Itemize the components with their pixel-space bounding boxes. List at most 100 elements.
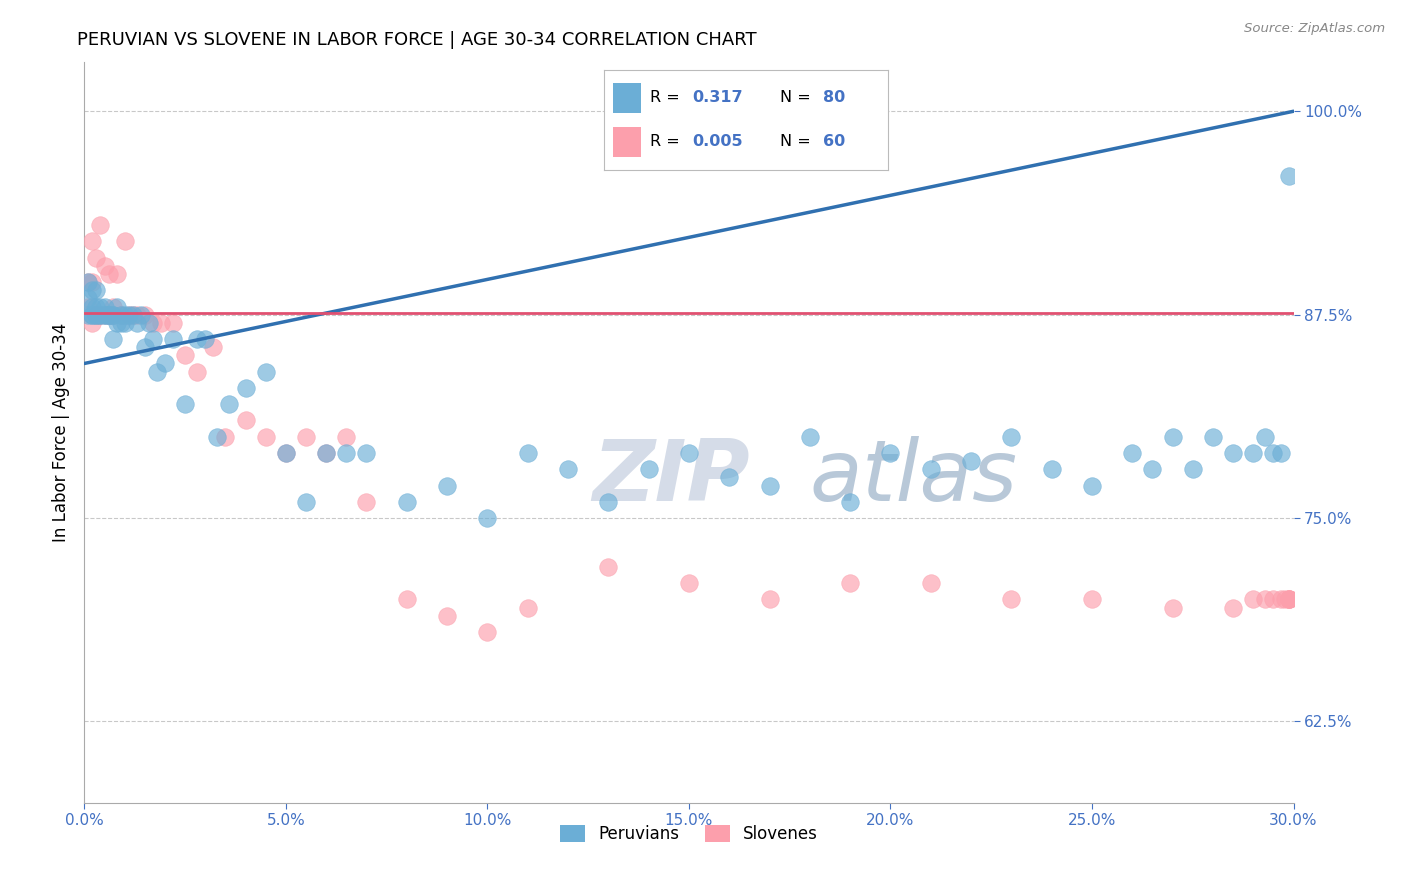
Point	[1254, 592, 1277, 607]
Point	[97, 308, 120, 322]
Point	[121, 308, 143, 322]
Point	[202, 340, 225, 354]
Point	[162, 316, 184, 330]
Point	[235, 381, 257, 395]
Point	[86, 308, 108, 322]
Point	[82, 300, 104, 314]
Text: Source: ZipAtlas.com: Source: ZipAtlas.com	[1244, 22, 1385, 36]
Point	[174, 397, 197, 411]
Point	[86, 308, 108, 322]
Point	[1274, 592, 1296, 607]
Point	[82, 283, 104, 297]
Point	[477, 511, 499, 525]
Point	[174, 348, 197, 362]
Point	[1161, 600, 1184, 615]
Point	[186, 365, 208, 379]
Point	[477, 624, 499, 639]
Point	[118, 308, 141, 322]
Point	[1270, 446, 1292, 460]
Point	[1278, 592, 1301, 607]
Text: ZIP: ZIP	[592, 435, 749, 518]
Point	[335, 430, 357, 444]
Point	[207, 430, 229, 444]
Point	[1222, 600, 1244, 615]
Point	[214, 430, 236, 444]
Point	[105, 300, 128, 314]
Point	[86, 308, 108, 322]
Point	[395, 495, 418, 509]
Point	[134, 308, 156, 322]
Point	[235, 413, 257, 427]
Point	[678, 576, 700, 591]
Point	[1040, 462, 1063, 476]
Point	[110, 308, 132, 322]
Point	[82, 316, 104, 330]
Point	[356, 495, 378, 509]
Point	[1081, 478, 1104, 492]
Point	[142, 316, 165, 330]
Point	[110, 316, 132, 330]
Point	[436, 478, 458, 492]
Point	[295, 430, 318, 444]
Point	[77, 308, 100, 322]
Point	[93, 259, 115, 273]
Point	[125, 316, 148, 330]
Point	[1263, 592, 1285, 607]
Point	[93, 300, 115, 314]
Point	[1278, 592, 1301, 607]
Point	[356, 446, 378, 460]
Point	[114, 316, 136, 330]
Point	[839, 495, 862, 509]
Point	[1278, 169, 1301, 184]
Point	[254, 430, 277, 444]
Point	[758, 478, 780, 492]
Point	[93, 308, 115, 322]
Point	[218, 397, 240, 411]
Point	[274, 446, 297, 460]
Legend: Peruvians, Slovenes: Peruvians, Slovenes	[554, 819, 824, 850]
Point	[879, 446, 901, 460]
Point	[146, 365, 169, 379]
Point	[134, 340, 156, 354]
Point	[335, 446, 357, 460]
Point	[105, 316, 128, 330]
Point	[77, 275, 100, 289]
Point	[121, 308, 143, 322]
Point	[295, 495, 318, 509]
Point	[1270, 592, 1292, 607]
Point	[101, 308, 124, 322]
Point	[1142, 462, 1164, 476]
Point	[315, 446, 337, 460]
Point	[1278, 592, 1301, 607]
Point	[82, 308, 104, 322]
Point	[960, 454, 983, 468]
Point	[274, 446, 297, 460]
Point	[395, 592, 418, 607]
Point	[86, 308, 108, 322]
Point	[758, 592, 780, 607]
Point	[1278, 592, 1301, 607]
Point	[1222, 446, 1244, 460]
Point	[93, 308, 115, 322]
Point	[920, 576, 942, 591]
Point	[82, 235, 104, 249]
Point	[678, 446, 700, 460]
Point	[82, 308, 104, 322]
Point	[82, 275, 104, 289]
Point	[1254, 430, 1277, 444]
Point	[1121, 446, 1143, 460]
Point	[637, 462, 659, 476]
Point	[105, 267, 128, 281]
Text: PERUVIAN VS SLOVENE IN LABOR FORCE | AGE 30-34 CORRELATION CHART: PERUVIAN VS SLOVENE IN LABOR FORCE | AGE…	[77, 31, 756, 49]
Point	[101, 308, 124, 322]
Point	[97, 308, 120, 322]
Point	[101, 300, 124, 314]
Point	[97, 308, 120, 322]
Point	[1241, 446, 1264, 460]
Point	[516, 600, 538, 615]
Point	[557, 462, 579, 476]
Point	[129, 308, 152, 322]
Point	[1181, 462, 1204, 476]
Point	[89, 308, 111, 322]
Point	[1081, 592, 1104, 607]
